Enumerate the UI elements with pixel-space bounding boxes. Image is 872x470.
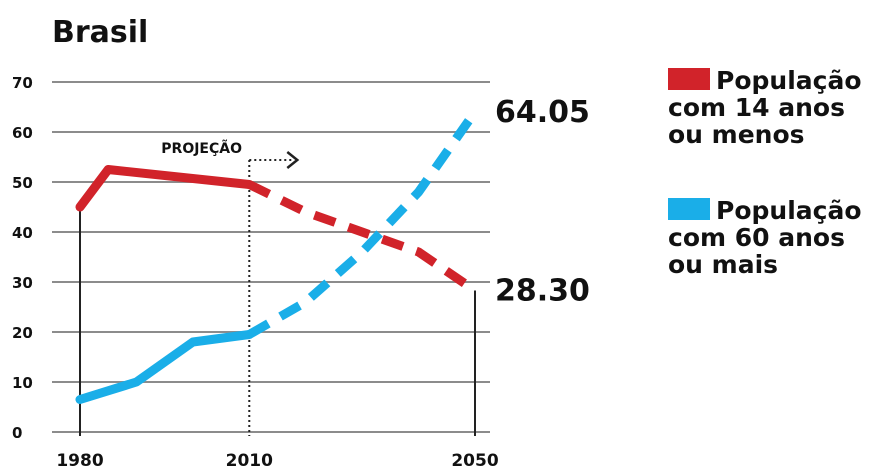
x-tick-label: 1980 — [56, 451, 103, 470]
y-tick-label: 70 — [12, 74, 33, 92]
series-1-historical-line — [75, 330, 254, 404]
x-tick-label: 2050 — [451, 451, 498, 470]
legend-label-0-line-0: População — [716, 66, 862, 95]
legend-label-0-line-1: com 14 anos — [668, 93, 845, 122]
y-tick-label: 10 — [12, 374, 33, 392]
x-axis-ticks: 1980 2010 2050 — [56, 451, 498, 470]
projection-arrow-icon — [286, 151, 300, 169]
reference-lines — [79, 160, 476, 436]
projection-marker: PROJEÇÃO — [161, 140, 300, 169]
y-tick-label: 20 — [12, 324, 33, 342]
series-0-end-label: 28.30 — [495, 274, 590, 309]
legend-label-1-line-0: População — [716, 196, 862, 225]
series-0-historical-line — [75, 165, 254, 212]
legend-swatch-0 — [668, 68, 710, 90]
legend-swatch-1 — [668, 198, 710, 220]
legend-label-0-line-2: ou menos — [668, 120, 805, 149]
y-axis-ticks: 0 10 20 30 40 50 60 70 — [12, 74, 33, 442]
end-labels: 28.30 64.05 — [495, 95, 590, 309]
y-tick-label: 50 — [12, 174, 33, 192]
series-0-projected-line — [247, 180, 478, 295]
chart-title: Brasil — [52, 15, 148, 50]
legend-label-1-line-2: ou mais — [668, 250, 778, 279]
y-tick-label: 60 — [12, 124, 33, 142]
series-lines — [75, 109, 479, 404]
projection-label: PROJEÇÃO — [161, 140, 242, 157]
y-tick-label: 30 — [12, 274, 33, 292]
series-1-projected-line — [247, 109, 479, 339]
x-tick-label: 2010 — [226, 451, 273, 470]
series-1-end-label: 64.05 — [495, 95, 590, 130]
legend-label-1-line-1: com 60 anos — [668, 223, 845, 252]
y-tick-label: 40 — [12, 224, 33, 242]
y-tick-label: 0 — [12, 424, 22, 442]
